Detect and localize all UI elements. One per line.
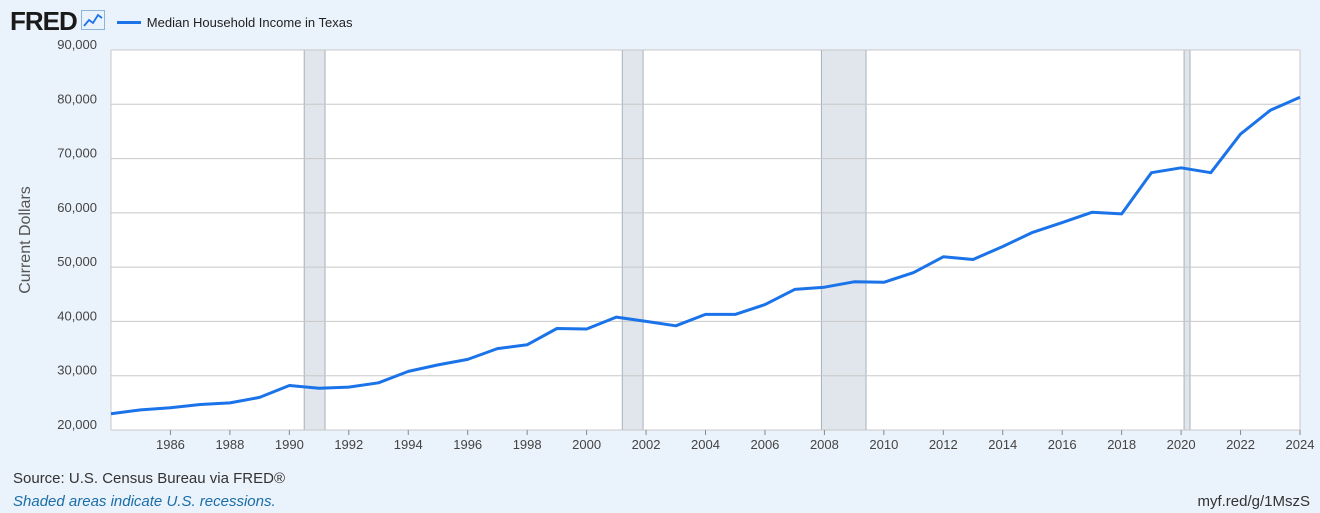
y-tick-label: 70,000 bbox=[57, 146, 97, 161]
line-chart-icon bbox=[80, 9, 105, 35]
x-tick-label: 2016 bbox=[1048, 437, 1077, 452]
x-tick-label: 2024 bbox=[1286, 437, 1315, 452]
y-axis-ticks: 20,000 30,000 40,000 50,000 60,000 70,000 80,0… bbox=[57, 37, 97, 432]
x-tick-label: 2018 bbox=[1107, 437, 1136, 452]
y-axis-label: Current Dollars bbox=[17, 186, 34, 294]
legend: Median Household Income in Texas bbox=[116, 14, 353, 30]
x-tick-label: 2004 bbox=[691, 437, 720, 452]
x-tick-label: 2010 bbox=[869, 437, 898, 452]
short-link[interactable]: myf.red/g/1MszS bbox=[1197, 493, 1310, 510]
x-tick-label: 2022 bbox=[1226, 437, 1255, 452]
y-tick-label: 30,000 bbox=[57, 363, 97, 378]
y-tick-label: 60,000 bbox=[57, 200, 97, 215]
x-tick-label: 1990 bbox=[275, 437, 304, 452]
y-tick-label: 20,000 bbox=[57, 417, 97, 432]
x-tick-label: 2008 bbox=[810, 437, 839, 452]
x-tick-label: 1996 bbox=[453, 437, 482, 452]
x-tick-label: 1998 bbox=[513, 437, 542, 452]
x-tick-label: 1986 bbox=[156, 437, 185, 452]
x-tick-label: 2014 bbox=[988, 437, 1017, 452]
y-tick-label: 50,000 bbox=[57, 254, 97, 269]
x-tick-label: 1988 bbox=[215, 437, 244, 452]
x-tick-label: 2012 bbox=[929, 437, 958, 452]
x-tick-label: 2000 bbox=[572, 437, 601, 452]
recession-note: Shaded areas indicate U.S. recessions. bbox=[13, 493, 276, 510]
x-tick-label: 1994 bbox=[394, 437, 423, 452]
y-tick-label: 80,000 bbox=[57, 91, 97, 106]
recession-band bbox=[303, 49, 326, 431]
plot-area bbox=[111, 50, 1300, 430]
recession-shading bbox=[303, 49, 1191, 431]
x-tick-label: 2006 bbox=[750, 437, 779, 452]
source-text: Source: U.S. Census Bureau via FRED® bbox=[13, 470, 285, 487]
x-tick-label: 2020 bbox=[1167, 437, 1196, 452]
recession-band bbox=[820, 49, 867, 431]
legend-label: Median Household Income in Texas bbox=[146, 14, 353, 30]
fred-logo[interactable]: FRED bbox=[10, 5, 78, 36]
recession-band bbox=[1183, 49, 1191, 431]
x-tick-label: 1992 bbox=[334, 437, 363, 452]
x-axis-ticks: 1986 1988 1990 1992 1994 1996 1998 2000 2002 2004… bbox=[156, 430, 1314, 452]
recession-band bbox=[621, 49, 644, 431]
x-tick-label: 2002 bbox=[632, 437, 661, 452]
chart-header: FRED Median Household Income in Texas bbox=[10, 6, 353, 36]
legend-swatch bbox=[116, 20, 141, 24]
series-line bbox=[110, 95, 1301, 416]
y-tick-label: 40,000 bbox=[57, 308, 97, 323]
y-tick-label: 90,000 bbox=[57, 37, 97, 52]
